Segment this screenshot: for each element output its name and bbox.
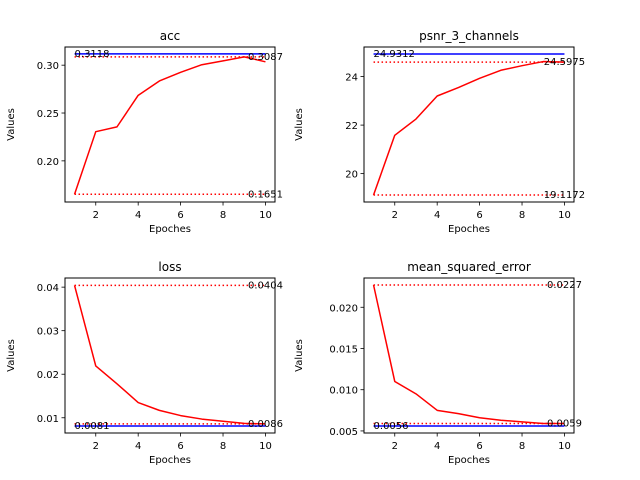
value-annotation: 0.0404 <box>248 280 283 291</box>
x-tick-label: 2 <box>392 210 398 221</box>
x-tick-label: 4 <box>434 210 440 221</box>
y-tick-label: 0.30 <box>37 61 59 72</box>
y-tick-label: 0.03 <box>37 327 59 338</box>
value-annotation: 19.1172 <box>544 190 585 201</box>
y-tick-label: 0.25 <box>37 109 59 120</box>
x-tick-label: 10 <box>558 210 571 221</box>
value-annotation: 24.9312 <box>374 49 415 60</box>
value-annotation: 0.0081 <box>75 421 110 432</box>
plot-frame <box>363 46 575 203</box>
y-tick-label: 22 <box>345 121 358 132</box>
x-tick-label: 6 <box>177 441 183 452</box>
x-axis-label: Epoches <box>149 455 191 466</box>
y-tick-label: 0.01 <box>37 414 59 425</box>
x-tick-label: 8 <box>519 210 525 221</box>
x-tick-label: 10 <box>558 441 571 452</box>
series-line <box>73 285 266 425</box>
value-annotation: 24.5975 <box>544 57 585 68</box>
value-annotation: 0.0086 <box>248 419 283 430</box>
x-tick-label: 8 <box>519 441 525 452</box>
plot-frame <box>363 277 575 434</box>
x-tick-label: 2 <box>93 210 99 221</box>
x-tick-label: 2 <box>93 441 99 452</box>
x-axis-label: Epoches <box>448 455 490 466</box>
value-annotation: 0.1651 <box>248 189 283 200</box>
y-axis-label: Values <box>6 108 17 141</box>
value-annotation: 0.3087 <box>248 52 283 63</box>
x-tick-label: 4 <box>135 210 141 221</box>
x-tick-label: 2 <box>392 441 398 452</box>
x-axis-label: Epoches <box>448 224 490 235</box>
subplot-4: 2 4 6 8 10 0.005 0.010 0.015 0.020 mean_squared_e… <box>294 260 582 466</box>
y-tick-label: 24 <box>345 73 358 84</box>
x-axis-label: Epoches <box>149 224 191 235</box>
x-tick-label: 6 <box>476 441 482 452</box>
series-line <box>372 60 565 196</box>
chart-title: acc <box>160 29 181 43</box>
x-tick-label: 8 <box>220 210 226 221</box>
x-tick-label: 8 <box>220 441 226 452</box>
y-axis-label: Values <box>294 339 305 372</box>
chart-title: loss <box>158 260 181 274</box>
value-annotation: 0.0227 <box>547 280 582 291</box>
subplot-2: 2 4 6 8 10202224psnr_3_channelsEpochesValues… <box>294 29 585 235</box>
subplot-1: 2 4 6 8 10 0.20 0.25 0.30 acc Epoches Values 0.3118… <box>6 29 283 235</box>
value-annotation: 0.0059 <box>547 419 582 430</box>
y-tick-label: 0.015 <box>329 344 358 355</box>
series-line <box>372 284 565 425</box>
y-tick-label: 0.02 <box>37 370 59 381</box>
y-tick-label: 0.020 <box>329 303 358 314</box>
x-tick-label: 4 <box>434 441 440 452</box>
plot-frame <box>64 277 276 434</box>
series-line <box>73 56 266 195</box>
subplot-3: 2 4 6 8 10 0.01 0.02 0.03 0.04 loss Epoches Values 0… <box>6 260 283 466</box>
y-tick-label: 0.04 <box>37 283 59 294</box>
value-annotation: 0.3118 <box>75 49 110 60</box>
x-tick-label: 6 <box>476 210 482 221</box>
chart-title: mean_squared_error <box>407 260 531 274</box>
y-tick-label: 20 <box>345 170 358 181</box>
y-axis-label: Values <box>6 339 17 372</box>
x-tick-label: 6 <box>177 210 183 221</box>
plot-frame <box>64 46 276 203</box>
y-tick-label: 0.20 <box>37 157 59 168</box>
y-axis-label: Values <box>294 108 305 141</box>
x-tick-label: 10 <box>259 441 272 452</box>
x-tick-label: 4 <box>135 441 141 452</box>
value-annotation: 0.0056 <box>374 421 409 432</box>
y-tick-label: 0.005 <box>329 427 358 438</box>
x-tick-label: 10 <box>259 210 272 221</box>
y-tick-label: 0.010 <box>329 386 358 397</box>
chart-title: psnr_3_channels <box>419 29 519 43</box>
